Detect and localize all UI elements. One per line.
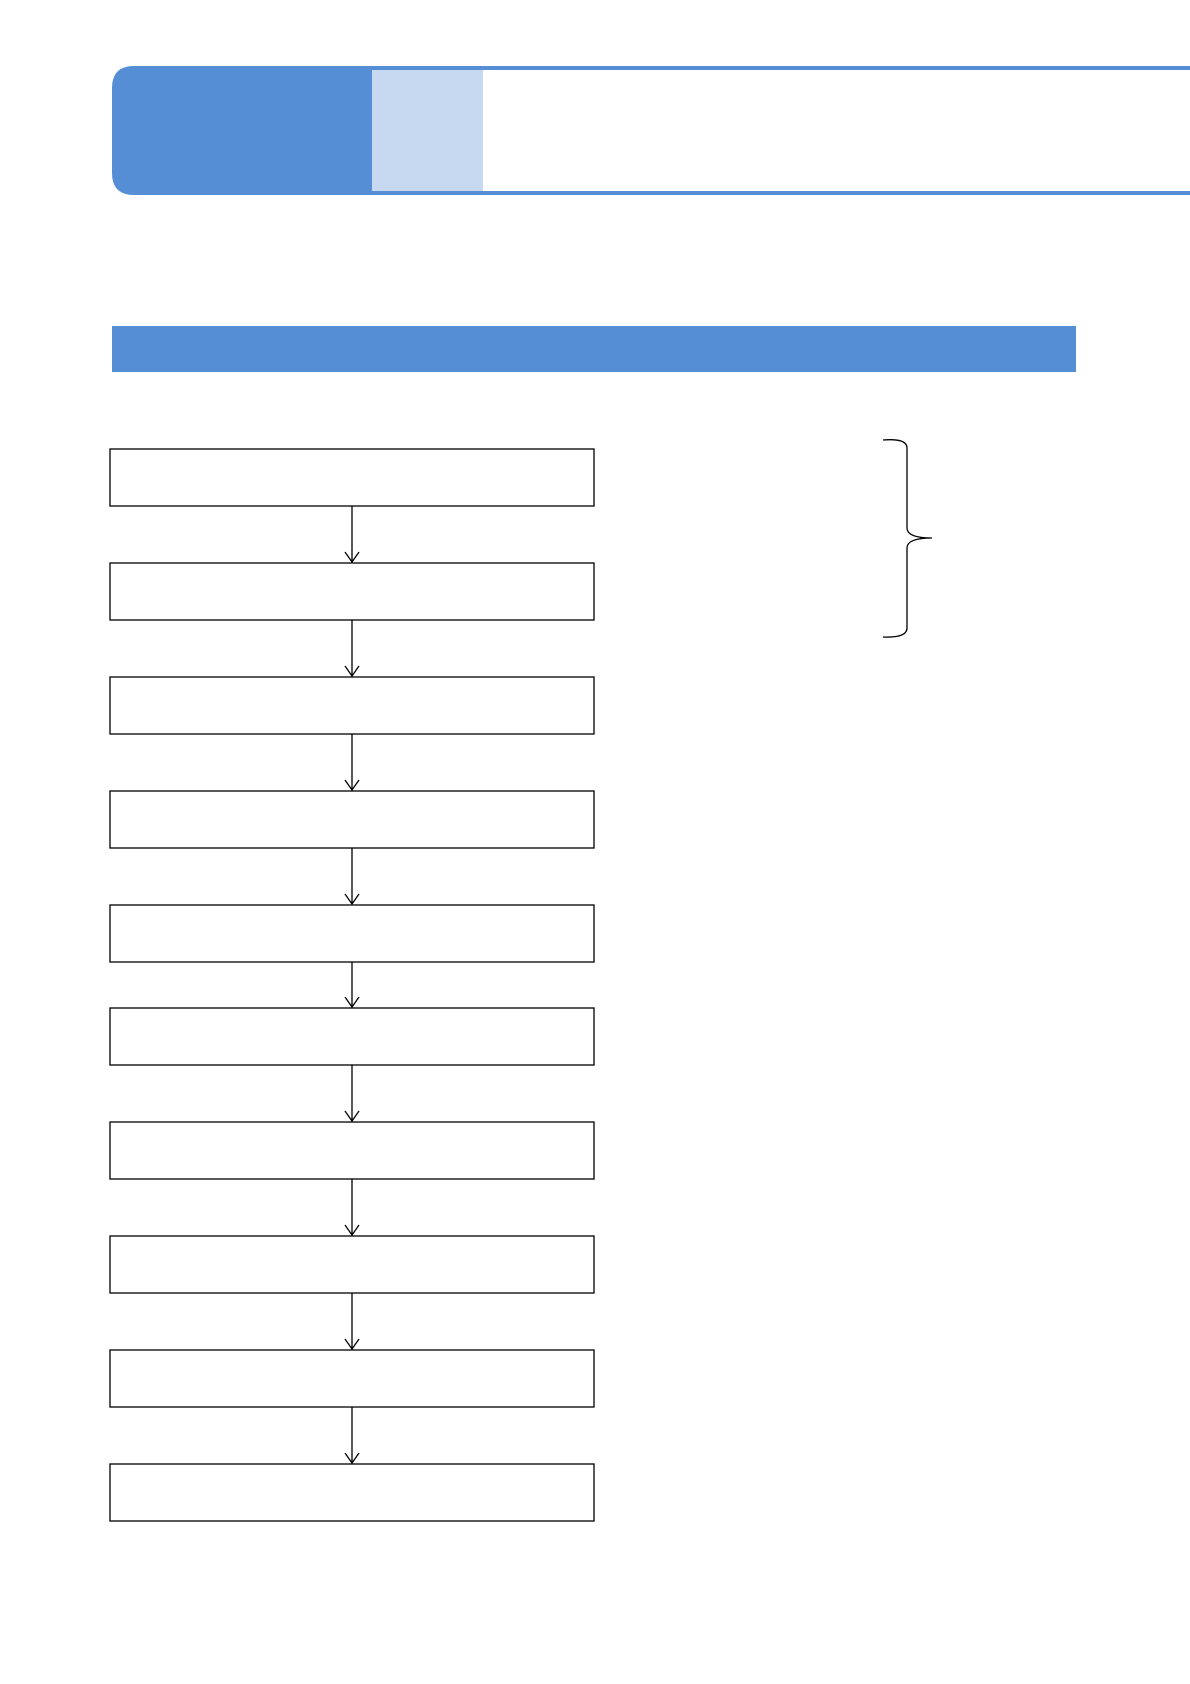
header-accent	[372, 70, 483, 191]
flow-step	[109, 1235, 595, 1294]
flow-arrow	[344, 620, 360, 678]
flow-arrow	[344, 1065, 360, 1123]
flow-step	[109, 1463, 595, 1522]
flow-step	[109, 448, 595, 507]
flow-arrow	[344, 848, 360, 906]
flow-step	[109, 562, 595, 621]
brace	[882, 439, 933, 638]
flow-arrow	[344, 734, 360, 792]
header	[112, 66, 1190, 195]
flow-step	[109, 676, 595, 735]
flow-arrow	[344, 1179, 360, 1237]
flow-step	[109, 1349, 595, 1408]
flow-step	[109, 1007, 595, 1066]
flowchart	[109, 448, 595, 1522]
section-bar	[112, 326, 1076, 372]
flow-arrow	[344, 506, 360, 564]
flow-step	[109, 790, 595, 849]
flow-step	[109, 1121, 595, 1180]
flow-arrow	[344, 1407, 360, 1465]
flow-arrow	[344, 1293, 360, 1351]
flow-step	[109, 904, 595, 963]
header-block	[112, 66, 372, 195]
flow-arrow	[344, 962, 360, 1009]
